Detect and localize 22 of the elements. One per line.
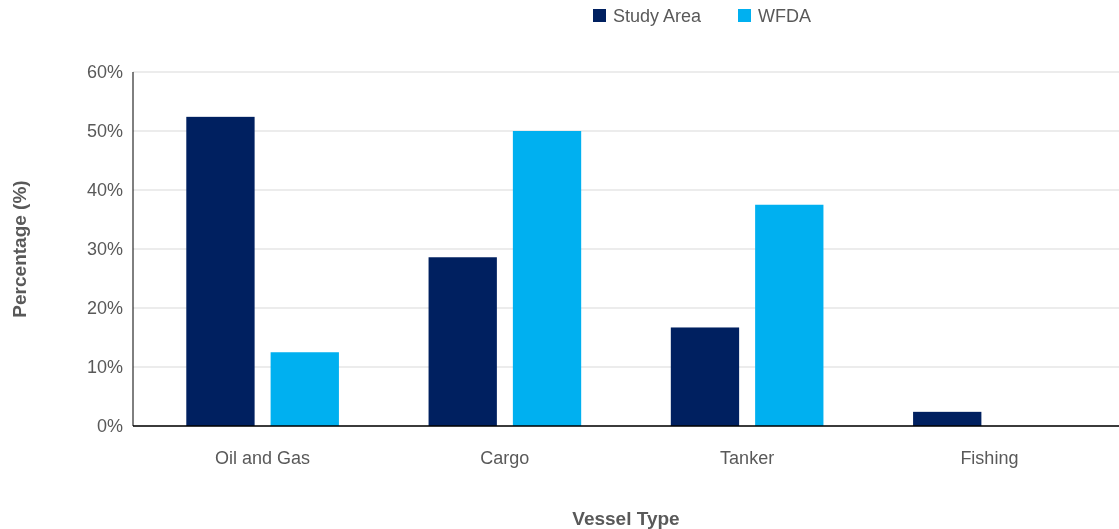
bar bbox=[270, 352, 339, 426]
x-tick-label: Cargo bbox=[480, 448, 530, 468]
y-tick-label: 60% bbox=[86, 62, 123, 83]
y-tick-label: 40% bbox=[86, 180, 123, 201]
y-tick-label: 30% bbox=[86, 239, 123, 260]
y-axis-title: Percentage (%) bbox=[9, 180, 30, 318]
legend-label: WFDA bbox=[758, 6, 811, 26]
x-axis-title: Vessel Type bbox=[572, 508, 680, 529]
legend-label: Study Area bbox=[613, 6, 703, 26]
y-tick-label: 50% bbox=[86, 121, 123, 142]
y-tick-label: 20% bbox=[86, 298, 123, 319]
x-tick-label: Fishing bbox=[960, 448, 1019, 468]
bar bbox=[428, 257, 497, 426]
x-tick-label: Oil and Gas bbox=[215, 448, 311, 468]
bar bbox=[913, 411, 982, 426]
bar bbox=[670, 327, 740, 426]
y-tick-label: 10% bbox=[86, 357, 123, 378]
y-tick-label: 0% bbox=[96, 416, 123, 437]
x-tick-label: Tanker bbox=[720, 448, 775, 468]
bar bbox=[186, 116, 255, 426]
bar bbox=[512, 131, 582, 426]
bar bbox=[755, 204, 824, 426]
